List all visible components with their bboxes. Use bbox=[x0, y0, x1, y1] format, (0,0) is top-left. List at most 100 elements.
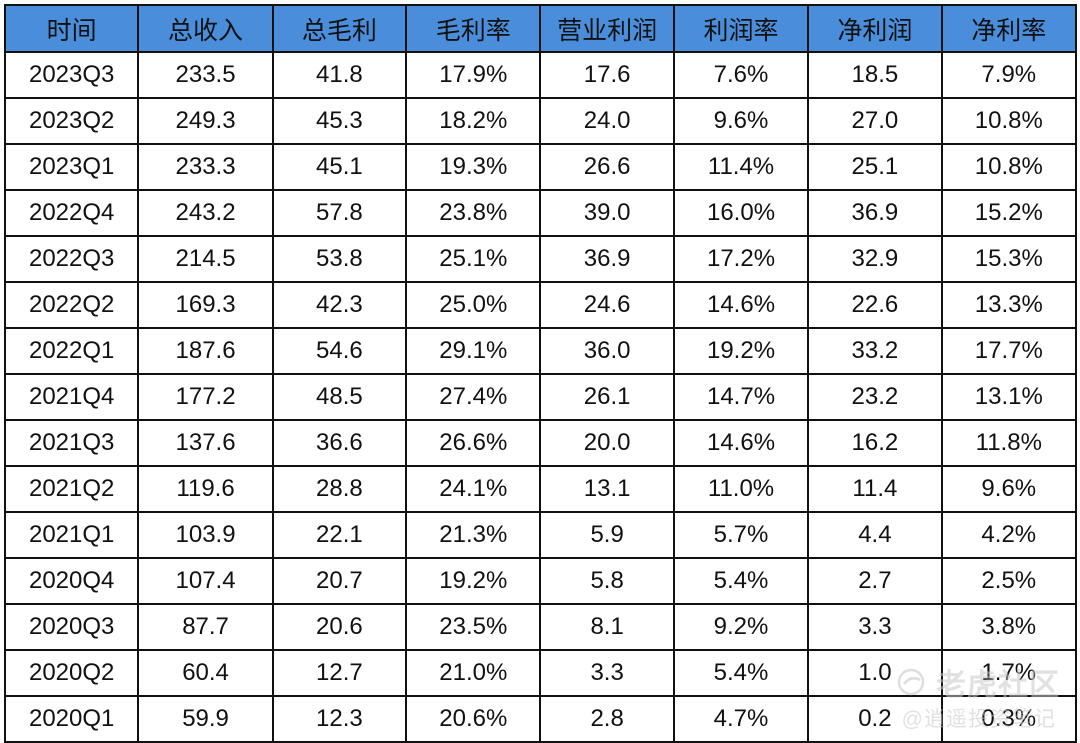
period-cell: 2021Q2 bbox=[3, 465, 140, 513]
value-cell: 14.7% bbox=[672, 373, 810, 421]
value-cell: 33.2 bbox=[807, 327, 943, 375]
table-row: 2023Q1 233.3 45.1 19.3% 26.6 11.4% 25.1 10.8% bbox=[3, 143, 1078, 191]
value-cell: 36.9 bbox=[539, 235, 675, 283]
value-cell: 107.4 bbox=[137, 557, 274, 605]
column-header: 营业利润 bbox=[539, 4, 675, 53]
value-cell: 103.9 bbox=[137, 511, 274, 559]
value-cell: 4.7% bbox=[672, 695, 810, 743]
value-cell: 11.0% bbox=[672, 465, 810, 513]
value-cell: 27.0 bbox=[807, 97, 943, 145]
value-cell: 249.3 bbox=[137, 97, 274, 145]
value-cell: 17.2% bbox=[672, 235, 810, 283]
table-row: 2023Q3 233.5 41.8 17.9% 17.6 7.6% 18.5 7.9% bbox=[3, 51, 1078, 99]
value-cell: 36.6 bbox=[271, 419, 408, 467]
period-cell: 2020Q2 bbox=[3, 649, 140, 697]
period-cell: 2020Q3 bbox=[3, 603, 140, 651]
value-cell: 12.3 bbox=[271, 695, 408, 743]
period-cell: 2021Q1 bbox=[3, 511, 140, 559]
value-cell: 5.4% bbox=[672, 557, 810, 605]
value-cell: 8.1 bbox=[539, 603, 675, 651]
value-cell: 233.5 bbox=[137, 51, 274, 99]
value-cell: 13.3% bbox=[940, 281, 1078, 329]
value-cell: 42.3 bbox=[271, 281, 408, 329]
value-cell: 11.4% bbox=[672, 143, 810, 191]
period-cell: 2023Q2 bbox=[3, 97, 140, 145]
value-cell: 25.1% bbox=[405, 235, 542, 283]
value-cell: 16.2 bbox=[807, 419, 943, 467]
value-cell: 22.6 bbox=[807, 281, 943, 329]
column-header: 净利率 bbox=[940, 4, 1078, 53]
value-cell: 12.7 bbox=[271, 649, 408, 697]
value-cell: 25.0% bbox=[405, 281, 542, 329]
column-header: 净利润 bbox=[807, 4, 943, 53]
value-cell: 3.8% bbox=[940, 603, 1078, 651]
value-cell: 14.6% bbox=[672, 281, 810, 329]
value-cell: 21.0% bbox=[405, 649, 542, 697]
period-cell: 2020Q4 bbox=[3, 557, 140, 605]
value-cell: 3.3 bbox=[807, 603, 943, 651]
column-header: 时间 bbox=[3, 4, 140, 53]
value-cell: 17.9% bbox=[405, 51, 542, 99]
value-cell: 177.2 bbox=[137, 373, 274, 421]
value-cell: 19.3% bbox=[405, 143, 542, 191]
value-cell: 13.1% bbox=[940, 373, 1078, 421]
period-cell: 2022Q1 bbox=[3, 327, 140, 375]
value-cell: 17.7% bbox=[940, 327, 1078, 375]
value-cell: 5.7% bbox=[672, 511, 810, 559]
value-cell: 169.3 bbox=[137, 281, 274, 329]
value-cell: 4.2% bbox=[940, 511, 1078, 559]
value-cell: 15.2% bbox=[940, 189, 1078, 237]
value-cell: 119.6 bbox=[137, 465, 274, 513]
period-cell: 2023Q3 bbox=[3, 51, 140, 99]
value-cell: 11.4 bbox=[807, 465, 943, 513]
period-cell: 2022Q4 bbox=[3, 189, 140, 237]
value-cell: 60.4 bbox=[137, 649, 274, 697]
value-cell: 59.9 bbox=[137, 695, 274, 743]
value-cell: 20.0 bbox=[539, 419, 675, 467]
value-cell: 20.7 bbox=[271, 557, 408, 605]
value-cell: 26.6% bbox=[405, 419, 542, 467]
period-cell: 2022Q3 bbox=[3, 235, 140, 283]
table-row: 2022Q3 214.5 53.8 25.1% 36.9 17.2% 32.9 15.3% bbox=[3, 235, 1078, 283]
value-cell: 36.0 bbox=[539, 327, 675, 375]
value-cell: 9.2% bbox=[672, 603, 810, 651]
table-row: 2022Q2 169.3 42.3 25.0% 24.6 14.6% 22.6 13.3% bbox=[3, 281, 1078, 329]
value-cell: 53.8 bbox=[271, 235, 408, 283]
value-cell: 2.5% bbox=[940, 557, 1078, 605]
value-cell: 4.4 bbox=[807, 511, 943, 559]
period-cell: 2021Q4 bbox=[3, 373, 140, 421]
table-row: 2021Q1 103.9 22.1 21.3% 5.9 5.7% 4.4 4.2% bbox=[3, 511, 1078, 559]
value-cell: 1.0 bbox=[807, 649, 943, 697]
value-cell: 0.3% bbox=[940, 695, 1078, 743]
value-cell: 45.3 bbox=[271, 97, 408, 145]
value-cell: 214.5 bbox=[137, 235, 274, 283]
value-cell: 233.3 bbox=[137, 143, 274, 191]
period-cell: 2021Q3 bbox=[3, 419, 140, 467]
table-row: 2021Q4 177.2 48.5 27.4% 26.1 14.7% 23.2 13.1% bbox=[3, 373, 1078, 421]
value-cell: 20.6% bbox=[405, 695, 542, 743]
value-cell: 5.9 bbox=[539, 511, 675, 559]
value-cell: 41.8 bbox=[271, 51, 408, 99]
table-row: 2021Q2 119.6 28.8 24.1% 13.1 11.0% 11.4 9.6% bbox=[3, 465, 1078, 513]
value-cell: 28.8 bbox=[271, 465, 408, 513]
table-row: 2021Q3 137.6 36.6 26.6% 20.0 14.6% 16.2 11.8% bbox=[3, 419, 1078, 467]
value-cell: 11.8% bbox=[940, 419, 1078, 467]
period-cell: 2022Q2 bbox=[3, 281, 140, 329]
table-body: 2023Q3 233.5 41.8 17.9% 17.6 7.6% 18.5 7.9% 2023… bbox=[3, 51, 1078, 743]
value-cell: 23.8% bbox=[405, 189, 542, 237]
value-cell: 39.0 bbox=[539, 189, 675, 237]
table-row: 2020Q4 107.4 20.7 19.2% 5.8 5.4% 2.7 2.5% bbox=[3, 557, 1078, 605]
value-cell: 25.1 bbox=[807, 143, 943, 191]
value-cell: 9.6% bbox=[940, 465, 1078, 513]
value-cell: 26.6 bbox=[539, 143, 675, 191]
value-cell: 14.6% bbox=[672, 419, 810, 467]
value-cell: 29.1% bbox=[405, 327, 542, 375]
value-cell: 23.2 bbox=[807, 373, 943, 421]
financial-table-container: 时间 总收入 总毛利 毛利率 营业利润 利润率 净利润 净利率 2023Q3 233.5 41.8… bbox=[3, 4, 1078, 743]
value-cell: 19.2% bbox=[672, 327, 810, 375]
column-header: 毛利率 bbox=[405, 4, 542, 53]
value-cell: 48.5 bbox=[271, 373, 408, 421]
value-cell: 137.6 bbox=[137, 419, 274, 467]
value-cell: 22.1 bbox=[271, 511, 408, 559]
value-cell: 16.0% bbox=[672, 189, 810, 237]
